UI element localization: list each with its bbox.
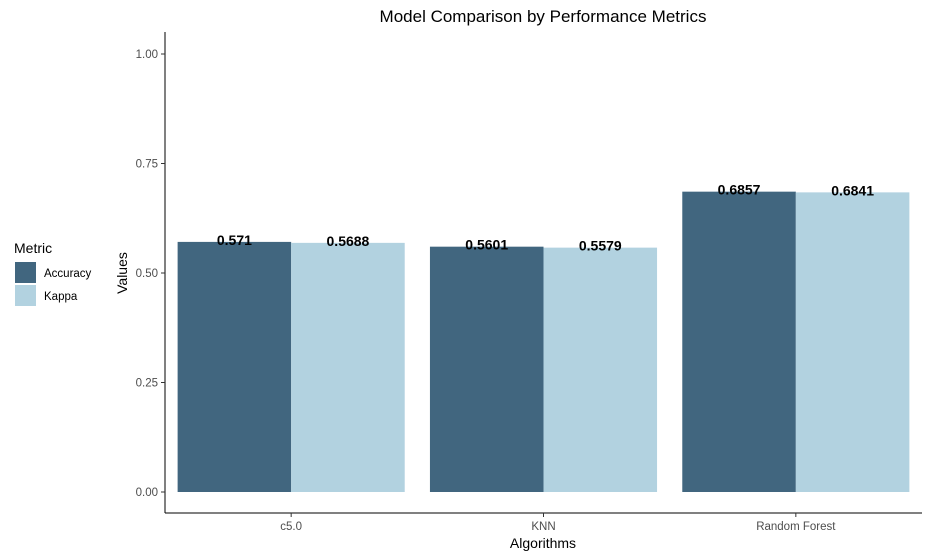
bar-kappa	[543, 247, 658, 492]
legend-label: Accuracy	[44, 268, 92, 280]
y-tick-label: 0.50	[136, 268, 158, 280]
y-tick-label: 0.25	[136, 378, 158, 390]
data-label: 0.5579	[579, 238, 622, 254]
legend-key	[15, 285, 36, 306]
x-tick-label: c5.0	[280, 521, 302, 533]
bar-kappa	[291, 242, 405, 492]
x-tick-label: KNN	[531, 521, 555, 533]
x-ticks: c5.0 KNN Random Forest	[280, 513, 836, 533]
legend-key	[15, 262, 36, 283]
bar-kappa	[795, 192, 910, 492]
y-tick-label: 0.00	[136, 487, 158, 499]
chart-title: Model Comparison by Performance Metrics	[380, 7, 707, 26]
bar-accuracy	[429, 246, 544, 492]
y-ticks: 0.00 0.25 0.50 0.75 1.00	[136, 49, 165, 499]
x-axis-title: Algorithms	[510, 535, 576, 551]
data-label: 0.5688	[327, 233, 370, 249]
bar-accuracy	[177, 241, 292, 492]
data-label: 0.6857	[718, 182, 761, 198]
bars	[177, 191, 910, 493]
data-label: 0.571	[217, 232, 252, 248]
x-tick-label: Random Forest	[756, 521, 836, 533]
data-labels: 0.571 0.5688 0.5601 0.5579 0.6857 0.6841	[217, 182, 874, 254]
legend: Metric Accuracy Kappa	[14, 240, 92, 306]
data-label: 0.5601	[465, 237, 508, 253]
legend-title: Metric	[14, 240, 52, 256]
bar-accuracy	[682, 191, 796, 493]
y-axis-title: Values	[114, 252, 130, 294]
legend-items: Accuracy Kappa	[15, 262, 92, 306]
y-tick-label: 0.75	[136, 159, 158, 171]
legend-label: Kappa	[44, 291, 78, 303]
data-label: 0.6841	[831, 182, 874, 198]
y-tick-label: 1.00	[136, 49, 158, 61]
